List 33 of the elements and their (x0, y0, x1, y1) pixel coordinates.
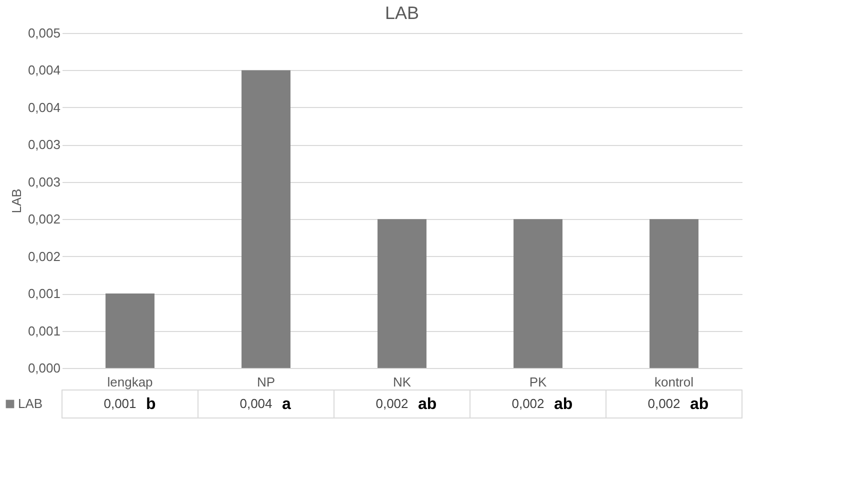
text: b (146, 396, 156, 413)
bar (242, 70, 290, 368)
text: a (282, 396, 291, 413)
legend-label: LAB (18, 396, 43, 411)
y-tick-label: 0,002 (28, 248, 60, 264)
data-label: 0,004 (240, 396, 272, 411)
x-tick-label: lengkap (107, 374, 153, 390)
data-label: 0,001 (104, 396, 136, 411)
y-tick-label: 0,004 (28, 62, 60, 78)
data-label: 0,002 (376, 396, 408, 411)
y-tick-label: 0,005 (28, 26, 60, 40)
y-tick-label: 0,004 (28, 100, 60, 115)
text: ab (418, 396, 437, 413)
text: ab (554, 396, 573, 413)
y-tick-label: 0,003 (28, 174, 60, 190)
x-tick-label: NP (256, 374, 276, 390)
bar (106, 294, 154, 368)
y-axis-title: LAB (8, 188, 24, 214)
chart-title: LAB (384, 3, 420, 23)
bar (514, 219, 562, 368)
bar (378, 219, 426, 368)
bar (650, 219, 698, 368)
x-tick-label: kontrol (654, 374, 694, 390)
data-label: 0,002 (512, 396, 544, 411)
y-tick-label: 0,000 (28, 360, 60, 376)
text: ab (690, 396, 709, 413)
y-tick-label: 0,002 (28, 212, 60, 227)
x-tick-label: PK (529, 374, 547, 390)
data-label: 0,002 (648, 396, 680, 411)
y-tick-label: 0,001 (28, 323, 60, 338)
y-tick-label: 0,001 (28, 286, 60, 302)
x-tick-label: NK (392, 374, 412, 390)
y-tick-label: 0,003 (28, 137, 60, 152)
